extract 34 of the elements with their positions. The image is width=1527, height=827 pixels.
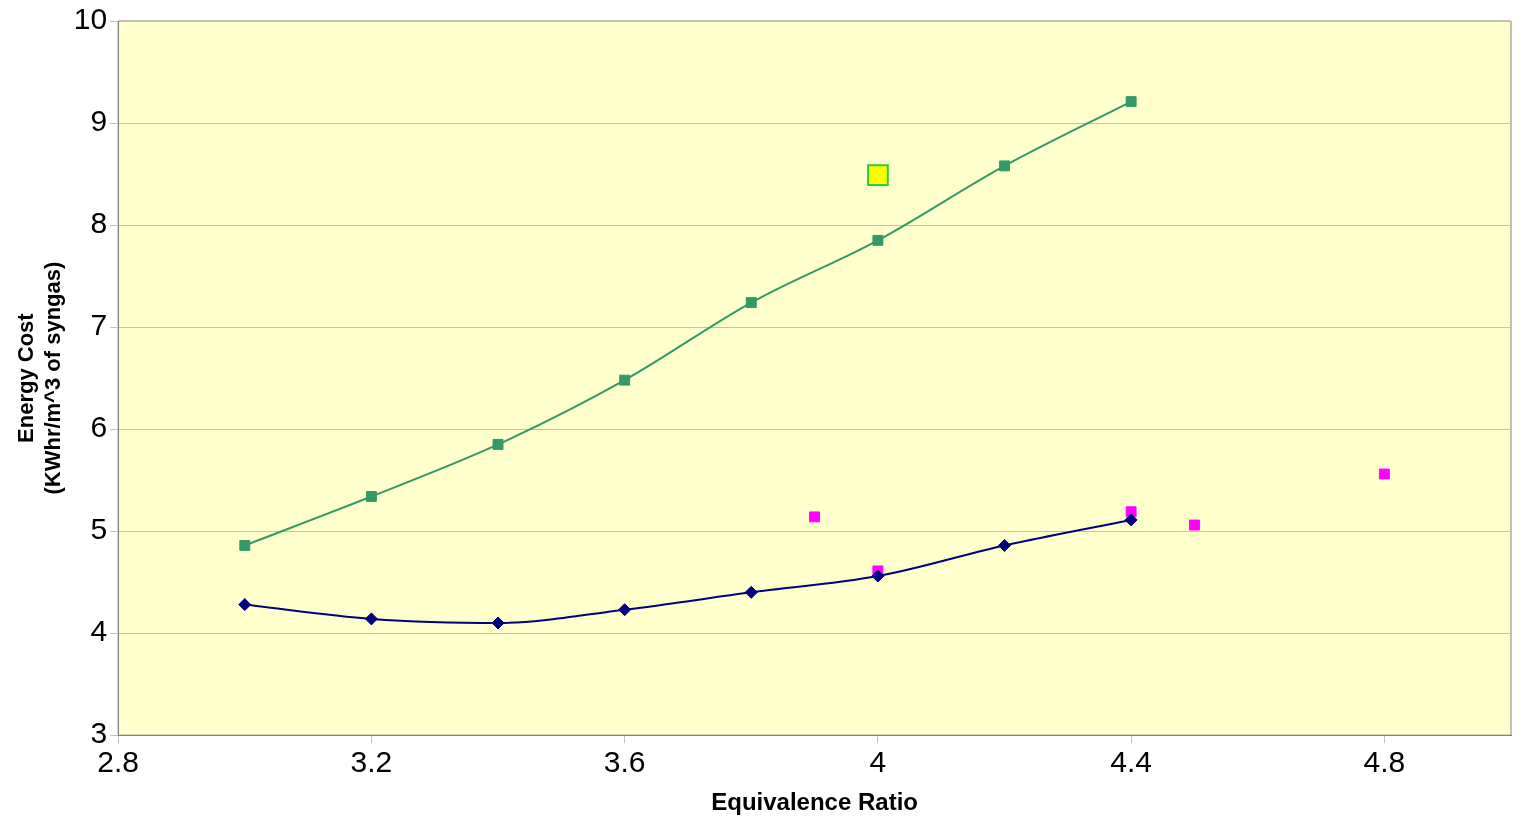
- x-axis-title: Equivalence Ratio: [711, 788, 918, 816]
- x-tick-label: 4.8: [1363, 745, 1406, 779]
- x-tick-label: 3.6: [603, 745, 646, 779]
- point: [809, 511, 821, 523]
- point: [867, 164, 889, 186]
- point: [365, 491, 377, 502]
- y-tick-label: 7: [90, 308, 108, 342]
- point: [492, 438, 504, 450]
- point: [999, 160, 1010, 172]
- y-tick-label: 4: [90, 614, 108, 648]
- point: [491, 616, 505, 630]
- point: [871, 569, 885, 583]
- point: [745, 297, 757, 309]
- x-tick-label: 4: [869, 745, 887, 779]
- y-tick-label: 9: [90, 104, 108, 138]
- point: [1189, 519, 1200, 531]
- point: [1125, 96, 1137, 108]
- y-axis-title: Energy Cost (KWhr/m^3 of syngas): [13, 261, 65, 495]
- point: [1124, 513, 1138, 527]
- x-tick-label: 4.4: [1110, 745, 1152, 779]
- y-tick-label: 10: [73, 2, 108, 36]
- point: [238, 598, 252, 612]
- y-tick-label: 5: [90, 512, 108, 546]
- y-tick-label: 8: [90, 206, 108, 240]
- point: [872, 234, 884, 246]
- point: [619, 374, 631, 386]
- point: [998, 538, 1012, 552]
- point: [239, 539, 251, 551]
- point: [744, 585, 758, 599]
- y-tick-label: 6: [90, 410, 108, 444]
- point: [1378, 468, 1390, 480]
- point: [618, 603, 632, 617]
- x-tick-label: 3.2: [350, 745, 393, 779]
- point: [364, 612, 378, 626]
